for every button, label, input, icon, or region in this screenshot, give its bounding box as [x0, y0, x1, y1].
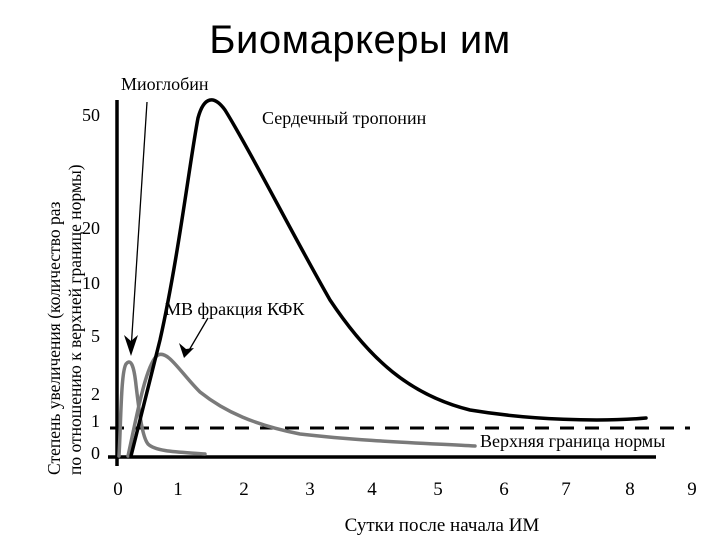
- myoglobin-arrow-head-icon: [124, 335, 138, 356]
- myoglobin-label: Миоглобин: [121, 74, 209, 94]
- y-tick-1: 1: [91, 411, 100, 431]
- x-tick-labels: 0 1 2 3 4 5 6 7 8 9: [113, 479, 697, 500]
- myoglobin-arrow-line: [130, 101, 148, 351]
- y-tick-20: 20: [82, 218, 100, 238]
- x-tick-0: 0: [113, 479, 123, 500]
- x-tick-9: 9: [687, 479, 697, 500]
- ckmb-label: МВ фракция КФК: [165, 299, 305, 319]
- y-tick-5: 5: [91, 326, 100, 346]
- x-tick-7: 7: [561, 479, 571, 500]
- myoglobin-curve: [117, 360, 207, 458]
- slide-title: Биомаркеры им: [209, 18, 511, 62]
- y-tick-labels: 50 20 10 5 2 1 0: [82, 105, 100, 463]
- troponin-curve: [129, 98, 648, 458]
- y-tick-2: 2: [91, 384, 100, 404]
- y-tick-10: 10: [82, 273, 100, 293]
- x-tick-3: 3: [305, 479, 315, 500]
- ckmb-curve: [126, 352, 477, 458]
- ckmb-arrow-line: [187, 317, 209, 353]
- x-tick-5: 5: [433, 479, 443, 500]
- x-tick-4: 4: [367, 479, 377, 500]
- upper-limit-label-bg: [478, 430, 708, 452]
- y-tick-0: 0: [91, 443, 100, 463]
- x-tick-1: 1: [173, 479, 183, 500]
- x-axis-label: Сутки после начала ИМ: [345, 515, 540, 536]
- upper-limit-label: Верхняя граница нормы: [480, 431, 665, 451]
- x-tick-8: 8: [625, 479, 635, 500]
- y-tick-50: 50: [82, 105, 100, 125]
- ckmb-arrow-head-icon: [179, 343, 194, 358]
- x-tick-6: 6: [499, 479, 509, 500]
- x-tick-2: 2: [239, 479, 249, 500]
- troponin-label: Сердечный тропонин: [262, 108, 427, 128]
